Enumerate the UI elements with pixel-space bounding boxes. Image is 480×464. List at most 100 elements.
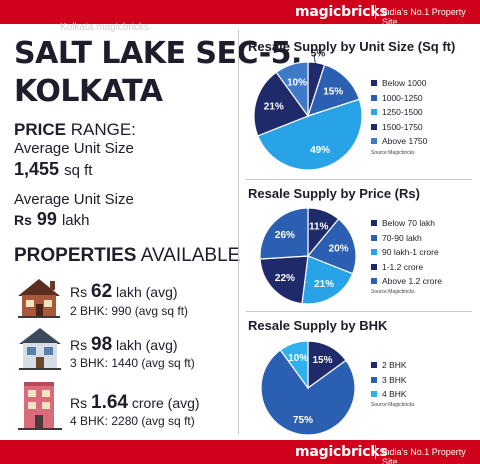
chart-2-legend: Below 70 lakh 70-90 lakh 90 lakh-1 crore 1-… [371,216,442,289]
pie-slice-1-3 [257,98,363,171]
legend-item-1-1: Below 1000 [371,76,427,91]
legend-label: Above 1750 [382,136,428,147]
legend-item-3-3: 4 BHK [371,387,407,402]
property-3-unit: crore (avg) [131,395,200,411]
chart-divider-2 [246,311,472,312]
pie-leader-1-1 [313,54,317,67]
property-2-detail: 3 BHK: 1440 (avg sq ft) [70,356,195,370]
avg-unit-size-value: 1,455 sq ft [14,159,92,180]
property-1-price: Rs 62 lakh (avg) [70,281,178,303]
brand-tagline-bottom: India's No.1 Property Site [382,447,466,464]
legend-item-1-3: 1250-1500 [371,105,427,120]
legend-label: 1-1.2 crore [382,261,424,272]
pie-slice-3-2 [260,349,356,436]
property-2-value: 98 [91,334,113,355]
pie-label-1-4: 21% [264,102,284,113]
legend-label: 2 BHK [382,360,407,371]
price-range-rest: RANGE: [70,120,136,139]
properties-heading-rest: AVAILABLE [140,245,241,266]
properties-heading: PROPERTIES AVAILABLE [14,245,240,267]
chart-2-title: Resale Supply by Price (Rs) [248,186,420,201]
chart-2-pie: 11%20% 21% 22% 26% [259,207,357,305]
pie-label-2-4: 22% [275,273,295,284]
legend-label: 70-90 lakh [382,232,422,243]
legend-item-3-2: 3 BHK [371,373,407,388]
pie-slice-2-4 [259,255,309,305]
price-range-bold: PRICE [14,120,66,139]
legend-swatch [371,376,377,383]
legend-item-2-2: 70-90 lakh [371,231,442,246]
legend-swatch [371,391,377,398]
property-3-detail: 4 BHK: 2280 (avg sq ft) [70,414,195,428]
legend-swatch [371,109,377,116]
legend-swatch [371,263,377,270]
brand-separator-bottom [375,445,376,459]
brand-tagline: India's No.1 Property Site [382,7,466,27]
price-range-heading: PRICE RANGE: [14,120,136,140]
pie-label-2-3: 21% [314,279,334,290]
building-icon-pink [18,382,62,430]
legend-label: 1000-1250 [382,92,423,103]
property-2-price: Rs 98 lakh (avg) [70,334,178,356]
chart-3-title: Resale Supply by BHK [248,318,388,333]
legend-swatch [371,138,377,145]
legend-item-2-5: Above 1.2 crore [371,274,442,289]
chart-2-source: Source:Magicbricks [371,289,415,295]
avg-unit-price-label: Average Unit Size [14,191,134,208]
pie-label-1-5: 10% [287,78,307,89]
legend-swatch [371,278,377,285]
legend-swatch [371,234,377,241]
legend-item-1-4: 1500-1750 [371,120,427,135]
legend-label: 1500-1750 [382,121,423,132]
property-1-value: 62 [91,281,113,302]
property-1-unit: lakh (avg) [116,284,178,300]
avg-unit-price-number: 99 [36,209,57,229]
legend-label: Below 70 lakh [382,218,435,229]
legend-label: Above 1.2 crore [382,276,443,287]
chart-3-legend: 2 BHK 3 BHK 4 BHK [371,358,407,402]
brand-logo-bottom: magicbricks [295,444,388,460]
property-3-value: 1.64 [91,392,128,413]
house-icon-brown [18,279,60,318]
chart-1-source: Source:Magicbricks [371,150,415,156]
legend-label: Below 1000 [382,78,427,89]
pie-label-1-3: 49% [310,145,330,156]
house-icon-blue [19,328,61,370]
pie-slice-1-4 [253,71,309,137]
legend-swatch [371,80,377,87]
pie-slice-2-5 [259,207,309,260]
brand-logo: magicbricks [295,4,388,20]
legend-item-2-4: 1-1.2 crore [371,260,442,275]
legend-label: 90 lakh-1 crore [382,247,439,258]
avg-unit-price-value: Rs 99 lakh [14,209,90,230]
legend-item-1-2: 1000-1250 [371,91,427,106]
property-2-currency: Rs [70,337,88,353]
properties-heading-bold: PROPERTIES [14,245,137,266]
column-divider [238,30,239,434]
top-brand-bar: magicbricks India's No.1 Property Site [0,0,480,27]
header-ghost-text: Kolkata magicbricks [60,22,149,33]
legend-swatch [371,249,377,256]
avg-unit-size-number: 1,455 [14,159,60,179]
pie-label-1-2: 15% [323,86,343,97]
pie-label-3-3: 10% [288,353,308,364]
legend-swatch [371,220,377,227]
avg-unit-price-unit: lakh [61,212,90,229]
property-1-detail: 2 BHK: 990 (avg sq ft) [70,304,189,318]
pie-label-3-2: 75% [293,415,313,426]
chart-3-pie: 15% 75% 10% [260,340,356,436]
pie-slice-2-3 [301,255,354,305]
page-title-line1: SALT LAKE SEC-5, [14,36,302,71]
legend-item-1-5: Above 1750 [371,134,427,149]
pie-label-2-2: 20% [329,244,349,255]
brand-separator [375,5,376,19]
property-2-unit: lakh (avg) [116,337,178,353]
legend-item-2-1: Below 70 lakh [371,216,442,231]
bottom-brand-bar: magicbricks India's No.1 Property Site [0,440,480,464]
pie-label-3-1: 15% [313,355,333,366]
chart-1-pie: 5% 15% 49% 21% 10% [253,48,363,171]
chart-divider-1 [246,179,472,180]
avg-unit-size-label: Average Unit Size [14,140,134,157]
legend-label: 4 BHK [382,389,407,400]
chart-1-legend: Below 1000 1000-1250 1250-1500 1500-1750 Abo… [371,76,427,149]
